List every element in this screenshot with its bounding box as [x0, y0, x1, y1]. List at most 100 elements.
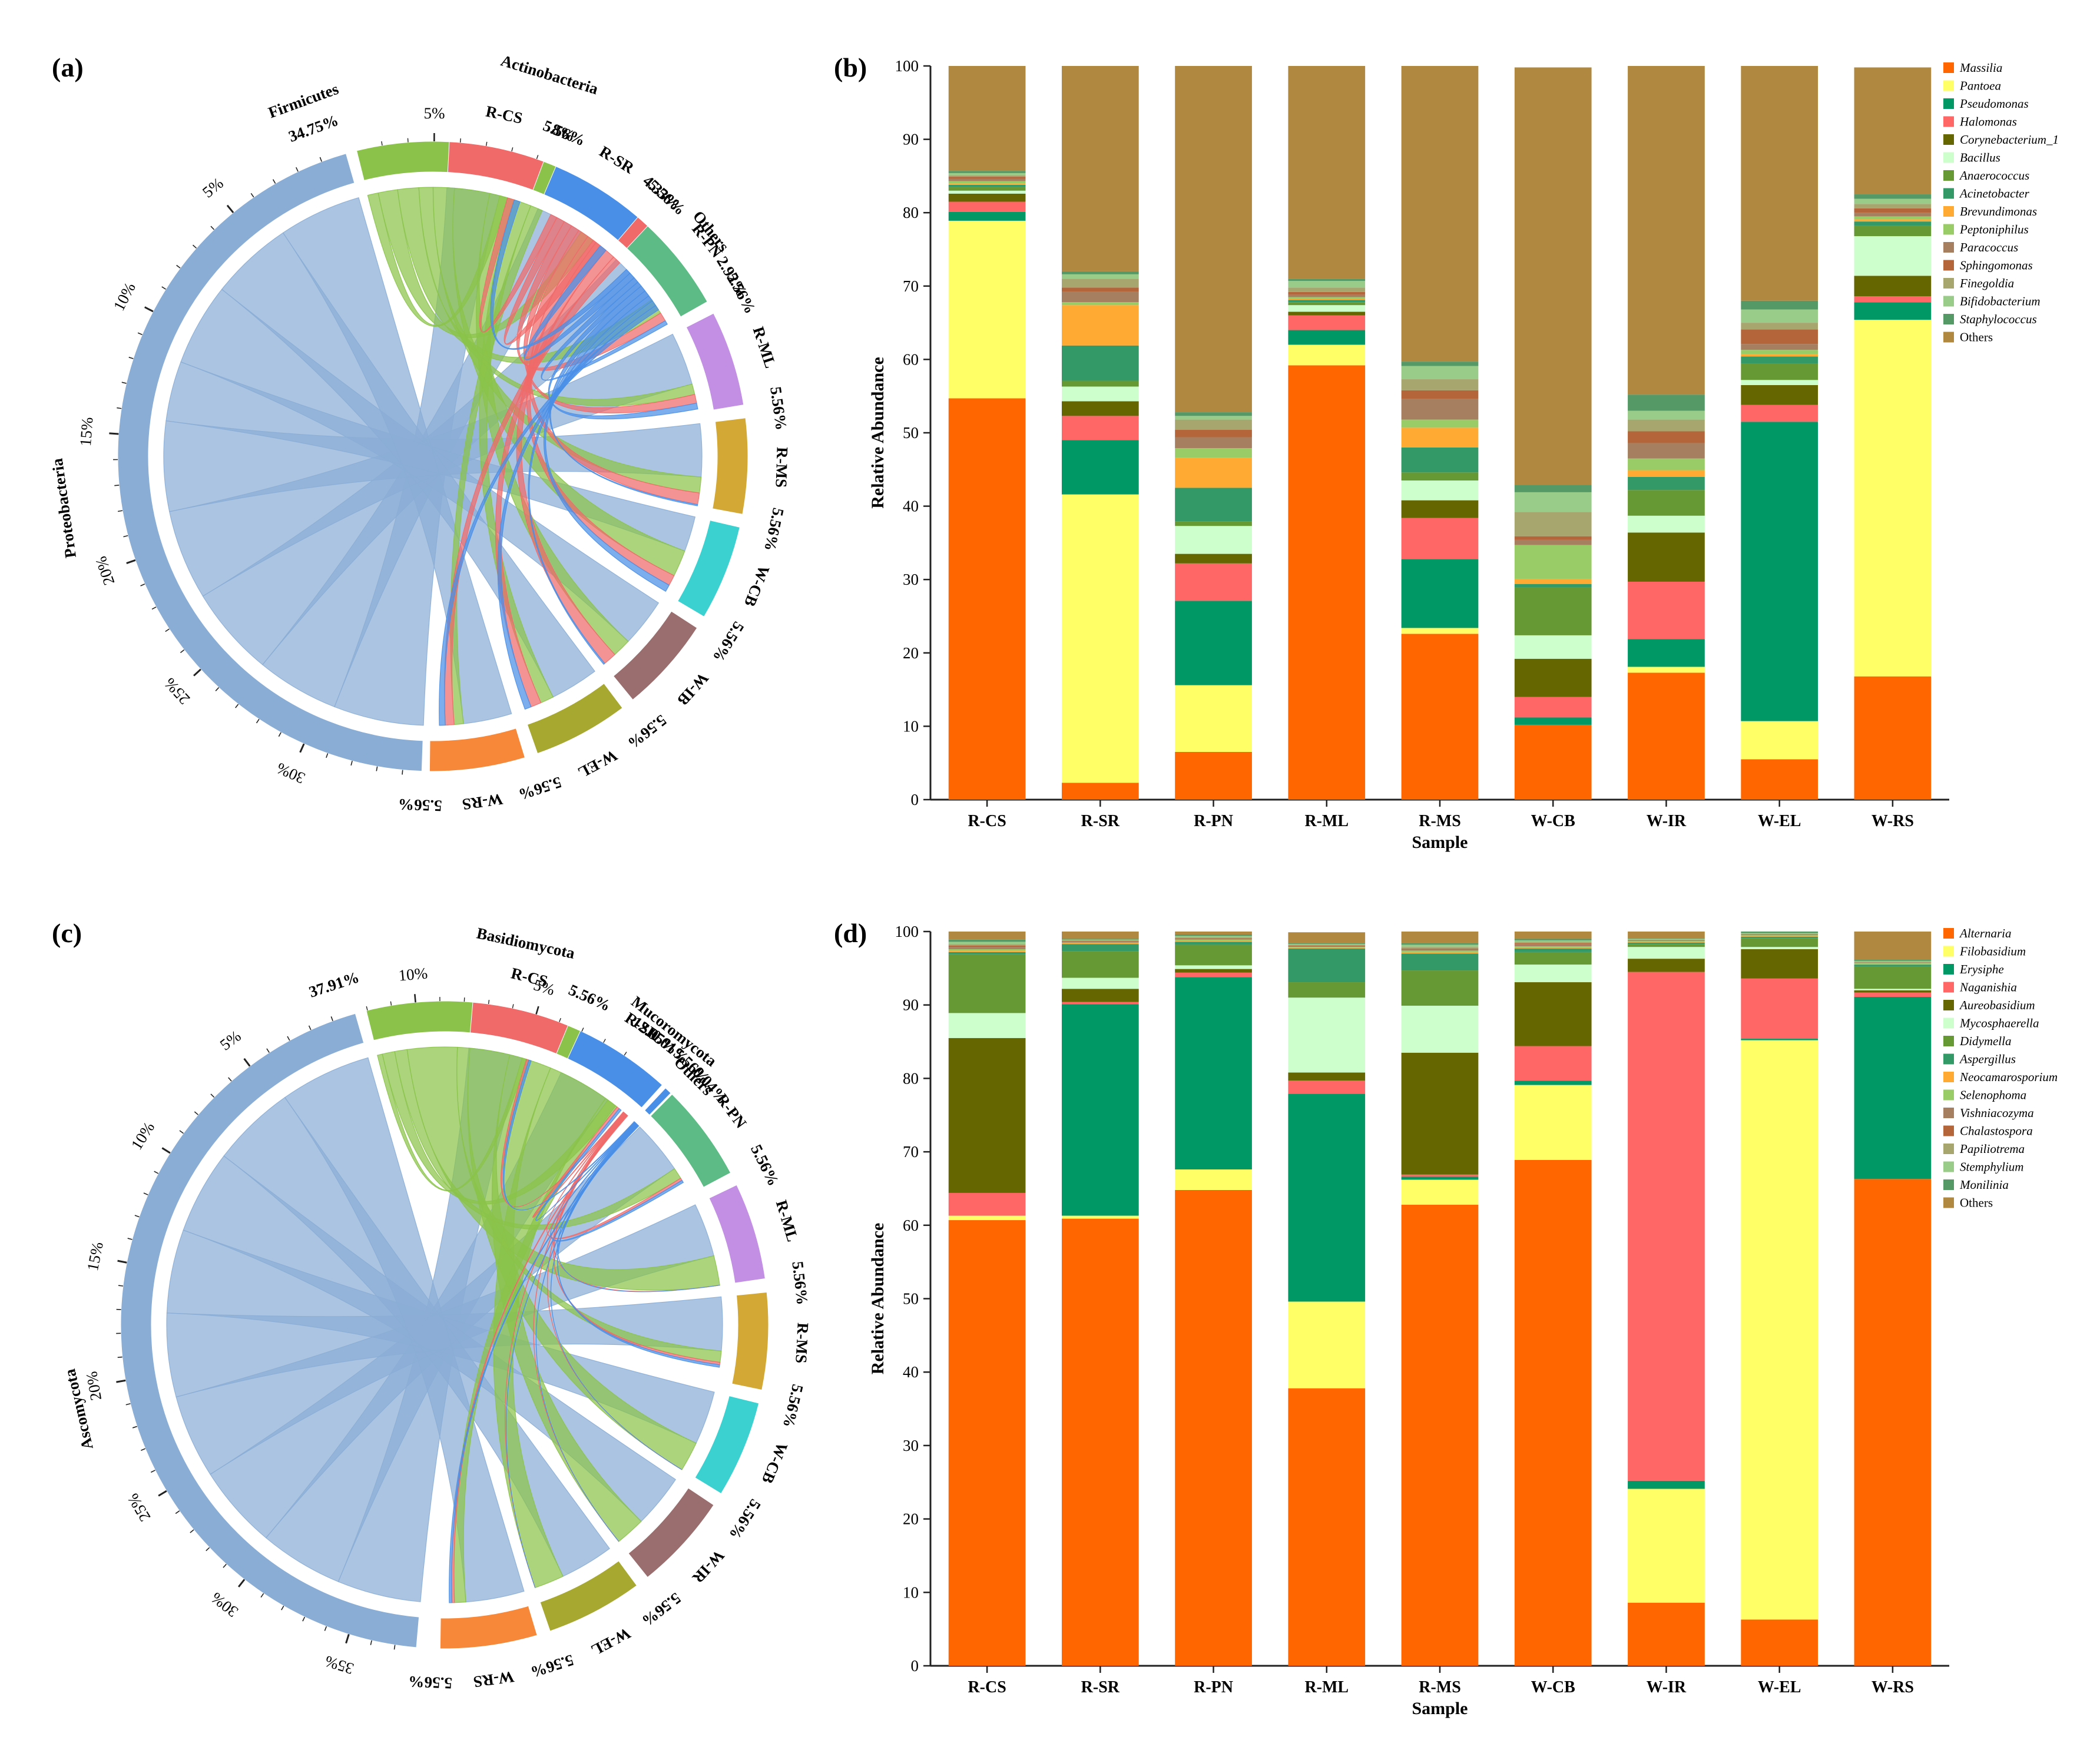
minor-tick: [603, 1039, 606, 1043]
legend-swatch: [1943, 296, 1954, 307]
bar-segment-r-ms-papiliotrema: [1401, 947, 1479, 949]
minor-tick: [272, 179, 276, 184]
sample-percent-label: 5.56%: [516, 773, 564, 803]
bar-segment-r-ms-bacillus: [1401, 480, 1479, 501]
bar-segment-r-sr-bacillus: [1061, 386, 1139, 402]
x-tick-label: W-CB: [1531, 812, 1575, 830]
legend-swatch: [1943, 62, 1954, 73]
minor-tick: [165, 628, 170, 632]
x-tick-label: W-RS: [1872, 812, 1914, 830]
bar-segment-w-rs-bifidobacterium: [1854, 198, 1932, 204]
ribbon-actinobacteria-r-cs: [479, 197, 558, 333]
tick-label: 25%: [161, 674, 194, 708]
bar-segment-w-rs-massilia: [1854, 676, 1932, 800]
minor-tick: [114, 433, 119, 435]
bar-segment-r-ms-naganishia: [1401, 1174, 1479, 1177]
legend-swatch: [1943, 80, 1954, 91]
legend-label: Anaerococcus: [1959, 168, 2029, 183]
legend-item-neocamarosporium: Neocamarosporium: [1943, 1070, 2058, 1084]
bar-segment-r-pn-others: [1175, 66, 1252, 413]
bar-segment-r-sr-filobasidium: [1061, 1215, 1139, 1219]
bar-segment-r-cs-sphingomonas: [948, 177, 1026, 179]
bar-segment-r-cs-alternaria: [948, 1220, 1026, 1666]
group-label: Basidiomycota: [475, 924, 577, 962]
legend-label: Papiliotrema: [1959, 1142, 2025, 1156]
sample-percent-label: 5.56%: [408, 1673, 452, 1692]
y-axis-title: Relative Abundance: [868, 357, 887, 509]
bar-segment-w-rs-paracoccus: [1854, 213, 1932, 217]
bar-segment-w-rs-stemphylium: [1854, 960, 1932, 962]
bar-segment-r-ms-anaerococcus: [1401, 472, 1479, 480]
bar-segment-r-sr-didymella: [1061, 951, 1139, 978]
bar-segment-r-sr-pseudomonas: [1061, 440, 1139, 495]
bar-segment-r-sr-massilia: [1061, 783, 1139, 800]
minor-tick: [278, 732, 281, 737]
bar-segment-w-rs-others: [1854, 67, 1932, 195]
legend-label: Finegoldia: [1959, 276, 2014, 290]
minor-tick: [390, 1001, 392, 1006]
sample-arc-w-el: [526, 683, 623, 754]
minor-tick: [281, 1605, 284, 1610]
sample-label: R-ML: [750, 324, 780, 370]
bar-segment-r-pn-monilinia: [1175, 934, 1252, 936]
minor-tick: [536, 155, 539, 160]
legend-swatch: [1943, 170, 1954, 181]
bar-segment-w-rs-bacillus: [1854, 236, 1932, 276]
bar-segment-w-rs-others: [1854, 932, 1932, 960]
legend-item-monilinia: Monilinia: [1943, 1178, 2009, 1192]
legend-item-alternaria: Alternaria: [1943, 926, 2012, 940]
bar-segment-r-sr-papiliotrema: [1061, 940, 1139, 942]
legend-swatch: [1943, 1072, 1954, 1082]
legend-swatch: [1943, 1053, 1954, 1065]
bar-segment-w-cb-selenophoma: [1514, 946, 1592, 948]
legend-swatch: [1943, 1125, 1954, 1136]
chord-diagram-a: R-CS5.56%R-SR5.56%R-PN5.56%R-ML5.56%R-MS…: [48, 51, 791, 814]
bar-segment-w-rs-staphylococcus: [1854, 194, 1932, 199]
bar-segment-w-rs-aureobasidium: [1854, 990, 1932, 993]
bar-segment-w-ir-selenophoma: [1628, 941, 1705, 942]
bar-segment-r-cs-neocamarosporium: [948, 950, 1026, 952]
bar-segment-r-pn-erysiphe: [1175, 977, 1252, 1170]
minor-tick: [179, 1130, 184, 1134]
bar-segment-w-ir-paracoccus: [1628, 443, 1705, 459]
x-tick-label: R-ML: [1304, 812, 1349, 830]
bar-segment-w-el-pantoea: [1741, 721, 1819, 760]
bar-segment-w-ir-brevundimonas: [1628, 470, 1705, 477]
bar-segment-w-el-anaerococcus: [1741, 363, 1819, 380]
legend-item-didymella: Didymella: [1943, 1034, 2011, 1048]
minor-tick: [118, 1285, 124, 1287]
bar-segment-w-cb-massilia: [1514, 724, 1592, 800]
bar-segment-r-pn-peptoniphilus: [1175, 448, 1252, 458]
bar-segment-r-pn-pantoea: [1175, 685, 1252, 753]
bar-segment-w-ir-anaerococcus: [1628, 490, 1705, 516]
legend-item-others: Others: [1943, 330, 1993, 344]
y-tick-label: 0: [911, 1657, 919, 1675]
bar-segment-w-el-filobasidium: [1741, 1040, 1819, 1620]
panel-label-b: (b): [834, 52, 867, 82]
bar-segment-r-sr-acinetobacter: [1061, 345, 1139, 381]
legend-label: Stemphylium: [1960, 1160, 2023, 1174]
minor-tick: [230, 208, 234, 213]
bar-segment-w-ir-bifidobacterium: [1628, 410, 1705, 420]
bar-segment-r-ml-bifidobacterium: [1288, 281, 1366, 288]
bar-segment-r-pn-selenophoma: [1175, 939, 1252, 942]
legend-item-sphingomonas: Sphingomonas: [1943, 258, 2033, 273]
bar-segment-r-ml-anaerococcus: [1288, 302, 1366, 306]
bar-segment-r-sr-alternaria: [1061, 1218, 1139, 1666]
x-tick-label: W-CB: [1531, 1678, 1575, 1696]
bar-segment-w-cb-finegoldia: [1514, 512, 1592, 536]
minor-tick: [215, 687, 220, 692]
minor-tick: [330, 1016, 333, 1022]
minor-tick: [128, 356, 134, 359]
minor-tick: [131, 559, 136, 562]
bar-segment-r-ml-others: [1288, 932, 1366, 943]
group-label: Proteobacteria: [48, 457, 80, 559]
legend-label: Others: [1960, 1196, 1993, 1210]
legend-label: Didymella: [1959, 1034, 2011, 1048]
bar-segment-r-ml-vishniacozyma: [1288, 946, 1366, 947]
bar-segment-r-ms-pantoea: [1401, 628, 1479, 634]
minor-tick: [308, 1025, 312, 1030]
sample-arc-w-cb: [677, 520, 740, 618]
minor-tick: [415, 998, 416, 1003]
bar-segment-r-ms-pseudomonas: [1401, 559, 1479, 628]
